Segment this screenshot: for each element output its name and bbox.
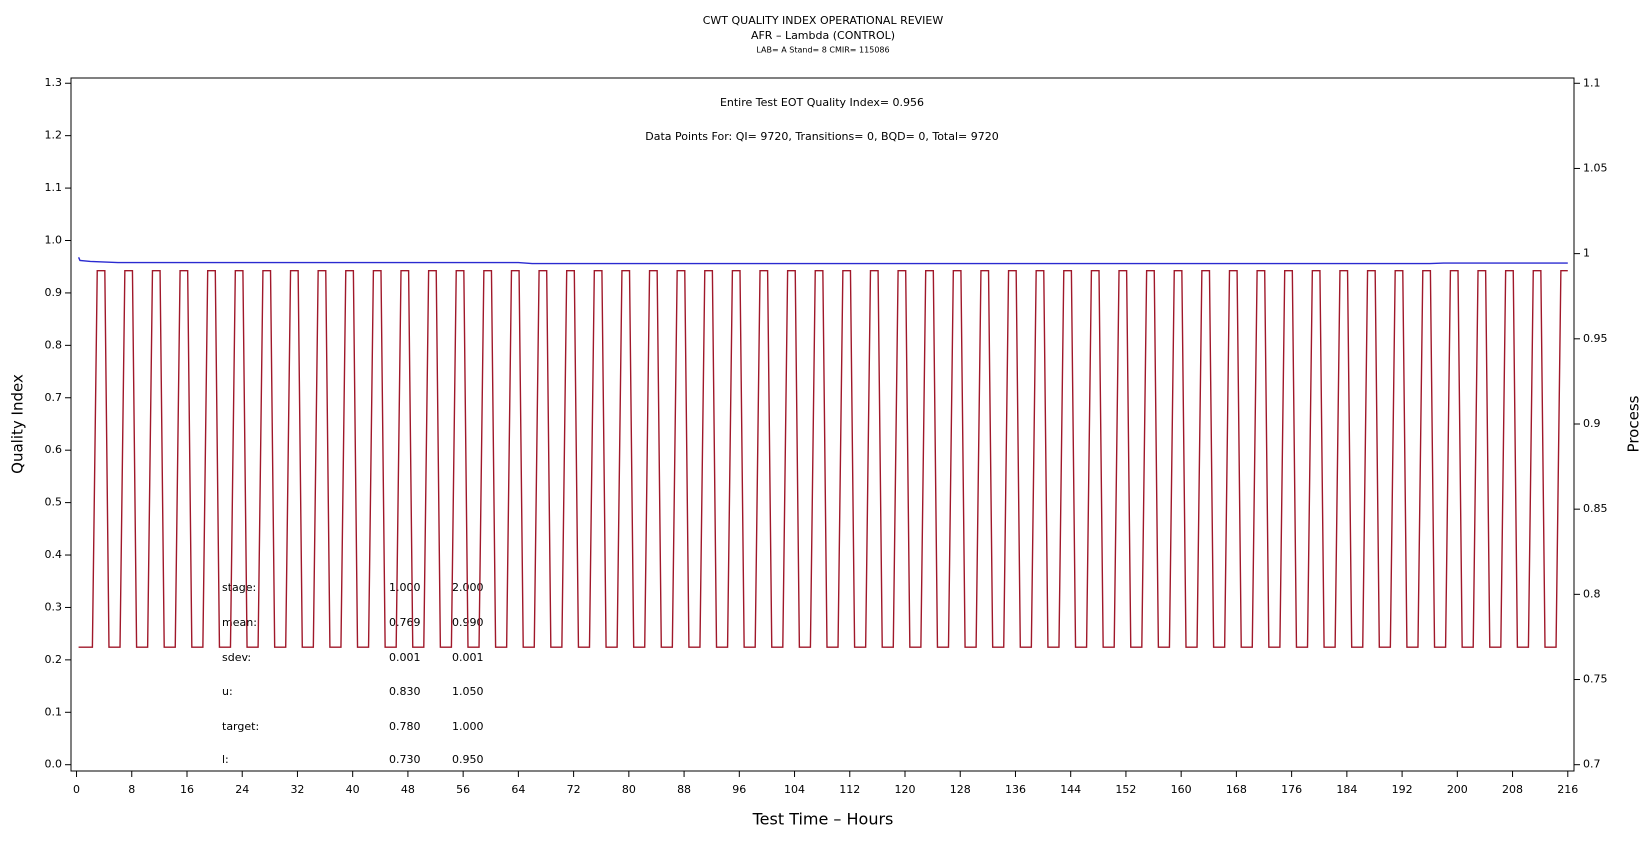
stats-value: 1.050 bbox=[452, 685, 484, 698]
y2-tick-label: 0.75 bbox=[1583, 673, 1608, 686]
chart-title: CWT QUALITY INDEX OPERATIONAL REVIEW bbox=[703, 14, 944, 27]
plot-frame bbox=[70, 77, 1575, 772]
y-axis-title: Quality Index bbox=[9, 374, 27, 474]
stats-value: 0.730 bbox=[389, 753, 421, 766]
x-tick-label: 48 bbox=[401, 783, 415, 796]
x-tick-label: 32 bbox=[290, 783, 304, 796]
y-tick-label: 0.6 bbox=[45, 443, 63, 456]
stats-value: 0.780 bbox=[389, 720, 421, 733]
annotation: Entire Test EOT Quality Index= 0.956 bbox=[720, 96, 924, 109]
x-tick-label: 160 bbox=[1171, 783, 1192, 796]
y2-tick-label: 1.1 bbox=[1583, 76, 1601, 89]
x-tick-label: 208 bbox=[1502, 783, 1523, 796]
y2-tick-label: 0.9 bbox=[1583, 417, 1601, 430]
y-tick-label: 0.2 bbox=[45, 653, 63, 666]
x-tick-label: 216 bbox=[1557, 783, 1578, 796]
x-tick-label: 88 bbox=[677, 783, 691, 796]
x-tick-label: 72 bbox=[567, 783, 581, 796]
x-tick-label: 176 bbox=[1281, 783, 1302, 796]
stats-value: 0.769 bbox=[389, 616, 421, 629]
y-tick-label: 0.8 bbox=[45, 338, 63, 351]
stats-value: 0.001 bbox=[389, 651, 421, 664]
stats-value: 0.001 bbox=[452, 651, 484, 664]
x-tick-label: 8 bbox=[128, 783, 135, 796]
x-tick-label: 200 bbox=[1447, 783, 1468, 796]
x-tick-label: 112 bbox=[839, 783, 860, 796]
stats-label: target: bbox=[222, 720, 259, 733]
y2-axis-title: Process bbox=[1625, 395, 1643, 452]
x-tick-label: 104 bbox=[784, 783, 805, 796]
x-tick-label: 40 bbox=[346, 783, 360, 796]
y-tick-label: 0.7 bbox=[45, 391, 63, 404]
y-tick-label: 0.1 bbox=[45, 705, 63, 718]
x-tick-label: 168 bbox=[1226, 783, 1247, 796]
y-tick-label: 0.4 bbox=[45, 548, 63, 561]
x-tick-label: 16 bbox=[180, 783, 194, 796]
y-tick-label: 0.9 bbox=[45, 286, 63, 299]
y2-tick-label: 0.85 bbox=[1583, 502, 1608, 515]
x-tick-label: 184 bbox=[1336, 783, 1357, 796]
y-tick-label: 1.1 bbox=[45, 181, 63, 194]
annotation: Data Points For: QI= 9720, Transitions= … bbox=[645, 130, 999, 143]
chart-subtitle: AFR – Lambda (CONTROL) bbox=[751, 29, 895, 42]
stats-value: 0.830 bbox=[389, 685, 421, 698]
x-tick-label: 96 bbox=[732, 783, 746, 796]
data-line bbox=[77, 256, 1568, 265]
stats-label: l: bbox=[222, 753, 229, 766]
y-tick-label: 0.5 bbox=[45, 496, 63, 509]
x-tick-label: 152 bbox=[1115, 783, 1136, 796]
x-tick-label: 120 bbox=[895, 783, 916, 796]
y2-tick-label: 1.05 bbox=[1583, 161, 1608, 174]
y-tick-label: 0.3 bbox=[45, 600, 63, 613]
stats-label: stage: bbox=[222, 581, 256, 594]
x-tick-label: 64 bbox=[511, 783, 525, 796]
x-tick-label: 144 bbox=[1060, 783, 1081, 796]
y2-tick-label: 1 bbox=[1583, 247, 1590, 260]
x-tick-label: 24 bbox=[235, 783, 249, 796]
chart-subtitle: LAB= A Stand= 8 CMIR= 115086 bbox=[756, 46, 889, 55]
stats-label: u: bbox=[222, 685, 233, 698]
x-tick-label: 136 bbox=[1005, 783, 1026, 796]
x-tick-label: 80 bbox=[622, 783, 636, 796]
data-line bbox=[78, 269, 1568, 648]
stats-value: 1.000 bbox=[452, 720, 484, 733]
x-tick-label: 192 bbox=[1392, 783, 1413, 796]
x-tick-label: 128 bbox=[950, 783, 971, 796]
y2-tick-label: 0.8 bbox=[1583, 587, 1601, 600]
y2-tick-label: 0.95 bbox=[1583, 332, 1608, 345]
stats-value: 1.000 bbox=[389, 581, 421, 594]
x-axis-title: Test Time – Hours bbox=[752, 810, 894, 829]
stats-label: mean: bbox=[222, 616, 257, 629]
y-tick-label: 1.2 bbox=[45, 129, 63, 142]
x-tick-label: 0 bbox=[73, 783, 80, 796]
stats-value: 0.950 bbox=[452, 753, 484, 766]
y-tick-label: 1.3 bbox=[45, 76, 63, 89]
stats-label: sdev: bbox=[222, 651, 251, 664]
x-tick-label: 56 bbox=[456, 783, 470, 796]
y-tick-label: 0.0 bbox=[45, 758, 63, 771]
y2-tick-label: 0.7 bbox=[1583, 758, 1601, 771]
y-tick-label: 1.0 bbox=[45, 234, 63, 247]
